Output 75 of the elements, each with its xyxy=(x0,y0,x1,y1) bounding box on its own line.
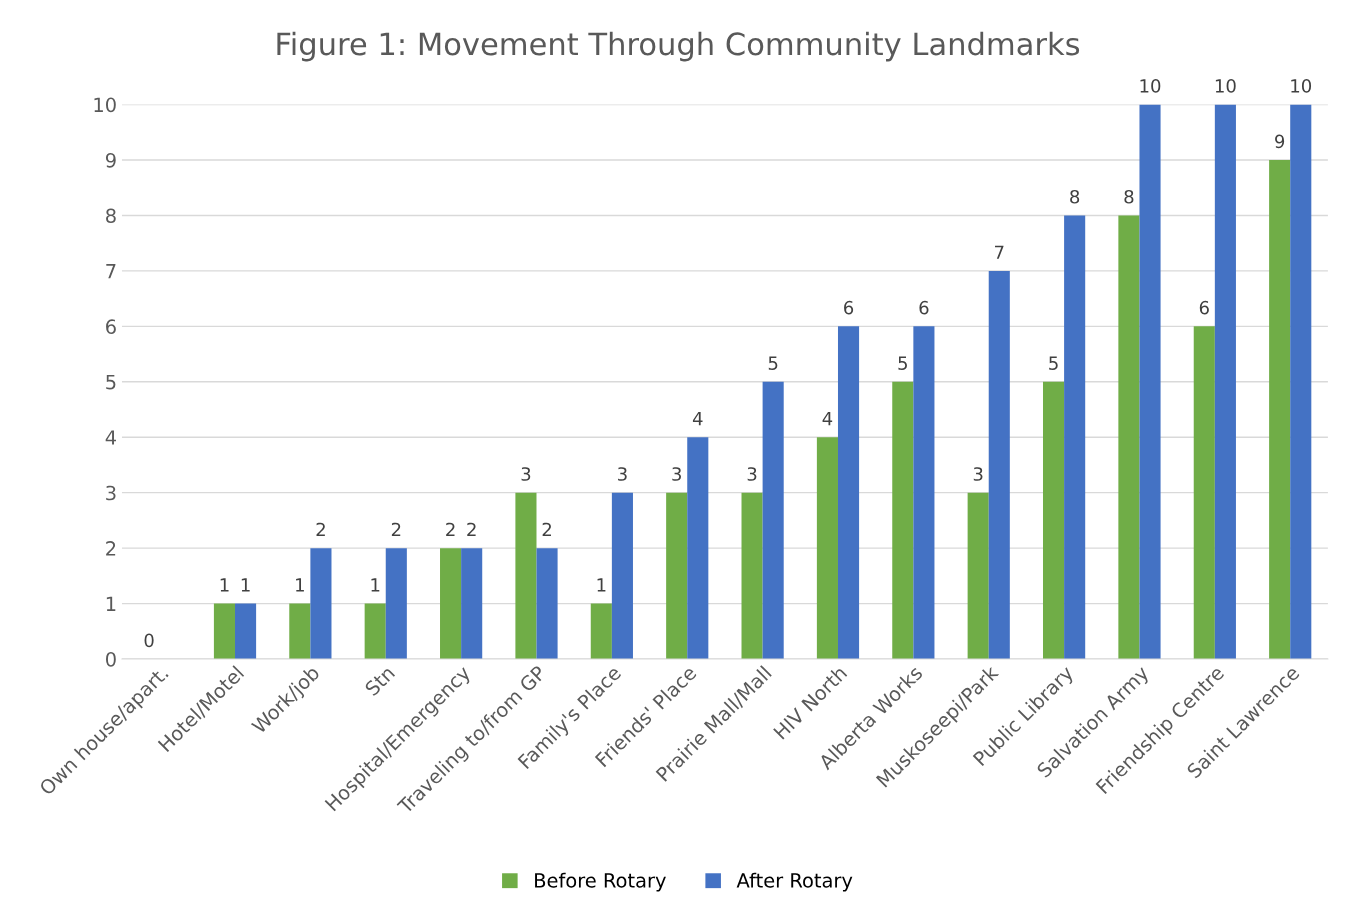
bar xyxy=(611,492,633,660)
data-label: 9 xyxy=(1275,134,1285,149)
bar xyxy=(687,437,709,660)
y-tick-label: 7 xyxy=(106,264,116,279)
data-label: 3 xyxy=(521,467,531,481)
data-label: 1 xyxy=(296,578,304,592)
bar xyxy=(837,326,860,660)
bar xyxy=(816,437,838,660)
bar xyxy=(741,492,763,660)
data-label: 4 xyxy=(692,411,703,426)
data-label: 5 xyxy=(768,356,778,370)
data-label: 6 xyxy=(919,300,929,315)
bar xyxy=(385,548,407,660)
data-label: 10 xyxy=(1215,79,1236,93)
data-label: 0 xyxy=(144,633,154,648)
y-tick-label: 8 xyxy=(106,208,116,224)
data-label: 3 xyxy=(672,467,681,481)
y-tick-label: 0 xyxy=(106,651,116,667)
bar xyxy=(289,603,311,660)
data-label: 2 xyxy=(542,522,551,537)
chart-title: Figure 1: Movement Through Community Landmarks xyxy=(277,31,1080,62)
data-label: 4 xyxy=(822,411,833,426)
data-label: 2 xyxy=(391,522,401,537)
bar xyxy=(988,270,1010,660)
legend-label: After Rotary xyxy=(736,872,853,892)
bar xyxy=(1193,326,1215,660)
y-tick-label: 4 xyxy=(105,430,116,445)
bar xyxy=(1139,104,1161,660)
bar xyxy=(461,548,483,660)
data-label: 5 xyxy=(1049,356,1058,370)
data-label: 8 xyxy=(1070,189,1080,204)
legend-label: Before Rotary xyxy=(535,872,666,892)
bar xyxy=(967,492,989,660)
bar xyxy=(536,548,558,660)
y-tick-label: 5 xyxy=(106,374,116,390)
data-label: 1 xyxy=(241,578,250,592)
y-tick-label: 9 xyxy=(105,152,116,168)
data-label: 3 xyxy=(973,467,983,481)
data-label: 2 xyxy=(316,522,325,537)
bar xyxy=(1042,381,1065,660)
bar xyxy=(1214,104,1236,660)
bar xyxy=(762,381,784,660)
bar xyxy=(1269,159,1291,660)
bar xyxy=(590,603,612,660)
bar xyxy=(1118,215,1140,660)
data-label: 10 xyxy=(1140,79,1161,93)
data-label: 1 xyxy=(371,578,380,592)
bar xyxy=(892,381,914,660)
y-tick-label: 10 xyxy=(94,97,116,113)
y-tick-label: 1 xyxy=(106,596,116,611)
data-label: 3 xyxy=(618,467,627,481)
data-label: 10 xyxy=(1291,79,1312,93)
bar xyxy=(213,603,236,660)
bar xyxy=(666,492,688,660)
data-label: 8 xyxy=(1124,189,1134,204)
data-label: 3 xyxy=(747,467,757,481)
data-label: 2 xyxy=(446,522,455,537)
data-label: 6 xyxy=(844,300,854,315)
bar xyxy=(1290,104,1312,660)
bar xyxy=(515,492,537,660)
bar xyxy=(440,548,462,660)
bar xyxy=(1064,215,1086,660)
data-label: 2 xyxy=(467,522,476,537)
data-label: 7 xyxy=(995,245,1004,259)
data-label: 1 xyxy=(220,578,229,592)
y-tick-label: 2 xyxy=(106,541,116,556)
y-tick-label: 3 xyxy=(106,485,116,501)
bar xyxy=(364,603,386,660)
data-label: 5 xyxy=(898,356,907,370)
data-label: 6 xyxy=(1199,300,1209,315)
bar xyxy=(913,326,935,660)
bar xyxy=(310,548,332,660)
bar xyxy=(235,603,257,660)
data-label: 1 xyxy=(597,578,606,592)
y-tick-label: 6 xyxy=(106,319,116,334)
